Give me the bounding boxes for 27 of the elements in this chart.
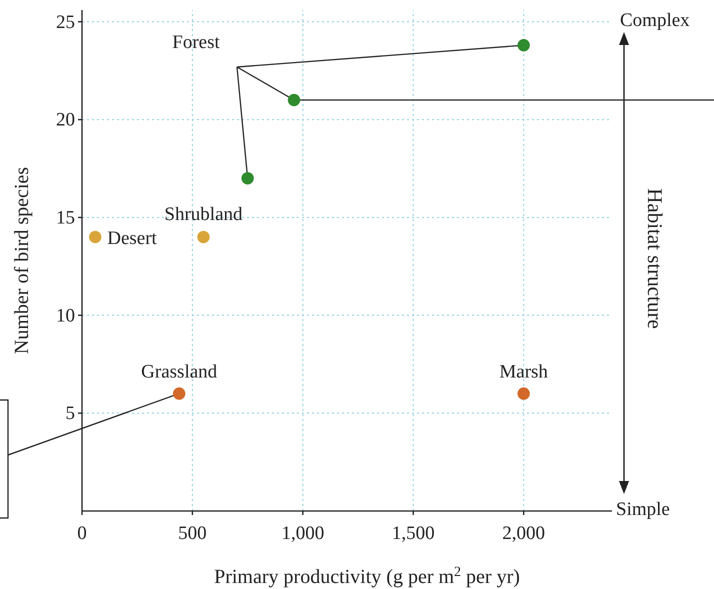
y-tick-label: 5: [66, 403, 75, 424]
text: Habitat structure: [643, 188, 667, 329]
y-tick-label: 15: [56, 208, 75, 229]
series-label: Shrubland: [164, 204, 244, 226]
text: Forest: [172, 32, 220, 53]
point: [172, 387, 186, 400]
series-label: Marsh: [499, 362, 548, 383]
x-axis-title: Primary productivity (g per m$^{2}$ per yr): [214, 564, 520, 588]
point: [288, 94, 300, 106]
text: Simple: [616, 499, 670, 520]
y-tick-label: 25: [56, 12, 75, 33]
y-axis-title: Number of bird species: [11, 166, 33, 354]
text: Complex: [620, 10, 690, 31]
series-label: Desert: [107, 228, 158, 250]
point: [517, 387, 530, 400]
point: [241, 172, 254, 184]
x-tick-label: 1,500: [392, 522, 435, 544]
x-tick-label: 0: [77, 522, 87, 544]
point: [197, 230, 210, 244]
series-label: Grassland: [141, 362, 218, 383]
x-tick-label: 500: [178, 522, 207, 544]
point: [517, 39, 530, 52]
y-tick-label: 20: [56, 110, 75, 131]
x-tick-label: 1,000: [281, 522, 324, 544]
x-tick-label: 2,000: [502, 522, 546, 544]
point: [89, 230, 102, 244]
y-tick-label: 10: [56, 305, 75, 326]
